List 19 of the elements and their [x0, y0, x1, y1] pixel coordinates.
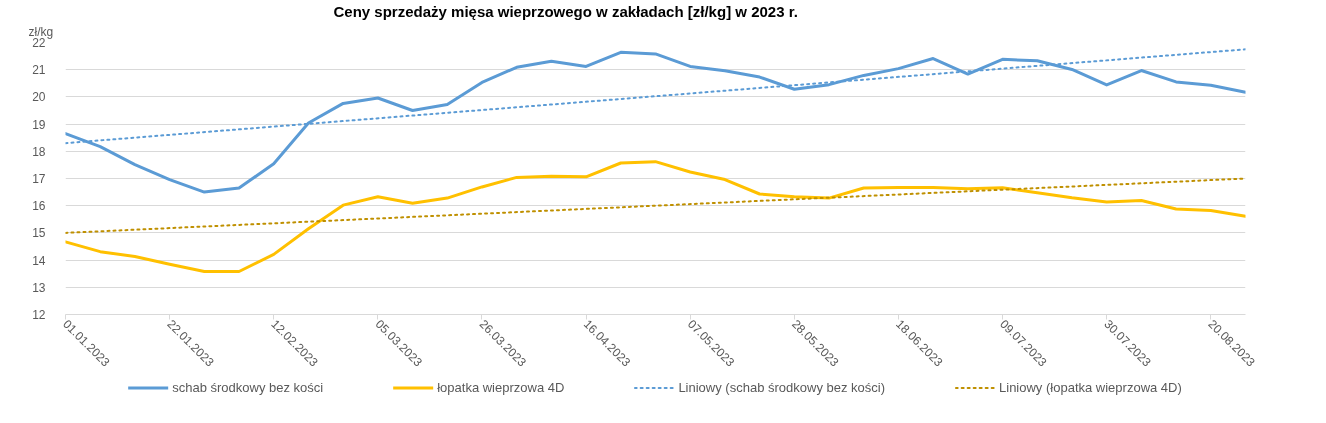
y-tick-label: 20 — [32, 90, 46, 105]
legend-label: łopatka wieprzowa 4D — [437, 379, 565, 395]
y-tick-label: 14 — [32, 253, 46, 268]
y-tick-label: 22 — [32, 36, 46, 50]
y-tick-label: 13 — [32, 280, 46, 295]
y-tick-label: 16 — [32, 199, 46, 214]
y-tick-label: 15 — [32, 226, 46, 241]
line-series — [65, 160, 1246, 274]
y-tick-label: 21 — [32, 63, 46, 78]
legend-label: schab środkowy bez kości — [172, 379, 324, 395]
chart-title: Ceny sprzedaży mięsa wieprzowego w zakładach [zł/kg] w 2023 r. — [333, 2, 798, 20]
y-tick-label: 19 — [32, 117, 46, 132]
y-tick-label: 12 — [32, 308, 46, 322]
y-tick-label: 17 — [32, 172, 46, 186]
legend-label: Liniowy (schab środkowy bez kości) — [678, 379, 886, 395]
y-axis-title: zł/kg — [28, 25, 54, 39]
y-tick-label: 18 — [32, 144, 46, 159]
legend-label: Liniowy (łopatka wieprzowa 4D) — [999, 379, 1182, 395]
line-series — [65, 50, 1246, 194]
